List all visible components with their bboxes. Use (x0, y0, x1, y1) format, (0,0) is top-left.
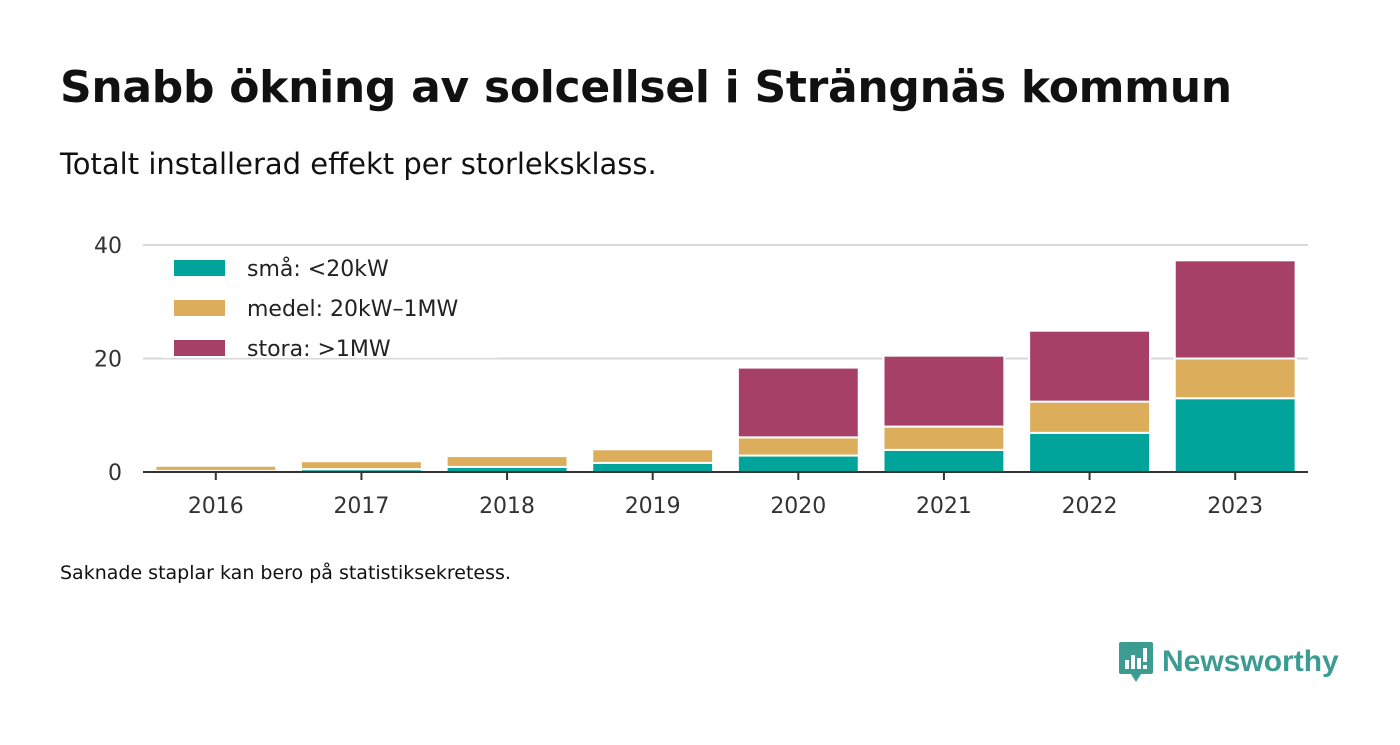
bar-segment (1173, 357, 1297, 400)
legend-swatch (174, 300, 225, 316)
x-tick-label: 2022 (1062, 494, 1118, 519)
bar-segment (1173, 259, 1297, 360)
x-tick-label: 2020 (770, 494, 826, 519)
x-axis-ticks: 2016 2017 2018 2019 2020 2021 2022 2023 (188, 472, 1263, 519)
brand-logo[interactable]: Newsworthy (1118, 640, 1339, 684)
bar-segment (1028, 329, 1151, 403)
bar-segment (736, 436, 860, 457)
bar-segment (736, 454, 860, 474)
bars (154, 259, 1297, 474)
legend-swatch (174, 340, 225, 356)
legend-swatch (174, 260, 225, 276)
bar-segment (736, 366, 860, 439)
bar-segment (1028, 431, 1151, 473)
x-tick-label: 2017 (333, 494, 389, 519)
bar-segment (591, 448, 715, 464)
bar-segment (300, 460, 423, 471)
x-tick-label: 2021 (916, 494, 972, 519)
stacked-bar-chart: 0 20 40 2016 2017 2018 2019 2020 2021 2022 2023 s… (94, 234, 1308, 519)
bar-segment (154, 464, 278, 472)
y-tick-label: 40 (94, 234, 122, 259)
chart-title: Snabb ökning av solcellsel i Strängnäs k… (60, 62, 1232, 113)
bar-segment (445, 455, 569, 468)
brand-name: Newsworthy (1162, 645, 1339, 678)
legend-label: medel: 20kW–1MW (247, 297, 458, 322)
bar-segment (882, 425, 1006, 451)
y-axis-ticks: 0 20 40 (94, 234, 122, 486)
legend-label: små: <20kW (247, 256, 389, 282)
newsworthy-logo-icon (1119, 642, 1153, 682)
bar-segment (882, 448, 1006, 473)
x-tick-label: 2023 (1207, 494, 1263, 519)
x-tick-label: 2019 (625, 494, 681, 519)
y-tick-label: 20 (94, 348, 122, 373)
y-tick-label: 0 (108, 461, 122, 486)
bar-segment (591, 461, 715, 474)
legend-label: stora: >1MW (247, 337, 391, 362)
legend: små: <20kW medel: 20kW–1MW stora: >1MW (163, 246, 497, 362)
footnote: Saknade staplar kan bero på statistiksek… (60, 562, 511, 584)
bar-segment (1173, 397, 1297, 474)
bar-segment (1028, 400, 1151, 434)
x-tick-label: 2018 (479, 494, 535, 519)
x-tick-label: 2016 (188, 494, 244, 519)
bar-segment (882, 354, 1006, 428)
chart-subtitle: Totalt installerad effekt per storlekskl… (60, 147, 657, 181)
